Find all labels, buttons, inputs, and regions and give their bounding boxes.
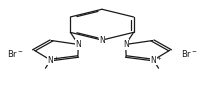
Text: N: N: [75, 40, 81, 49]
Text: Br$^-$: Br$^-$: [7, 48, 23, 59]
Text: N: N: [123, 40, 129, 49]
Text: Br$^-$: Br$^-$: [181, 48, 197, 59]
Text: N: N: [48, 56, 53, 65]
Text: N: N: [99, 36, 105, 45]
Text: N: N: [151, 56, 156, 65]
Text: +: +: [53, 56, 58, 61]
Text: +: +: [156, 56, 161, 61]
